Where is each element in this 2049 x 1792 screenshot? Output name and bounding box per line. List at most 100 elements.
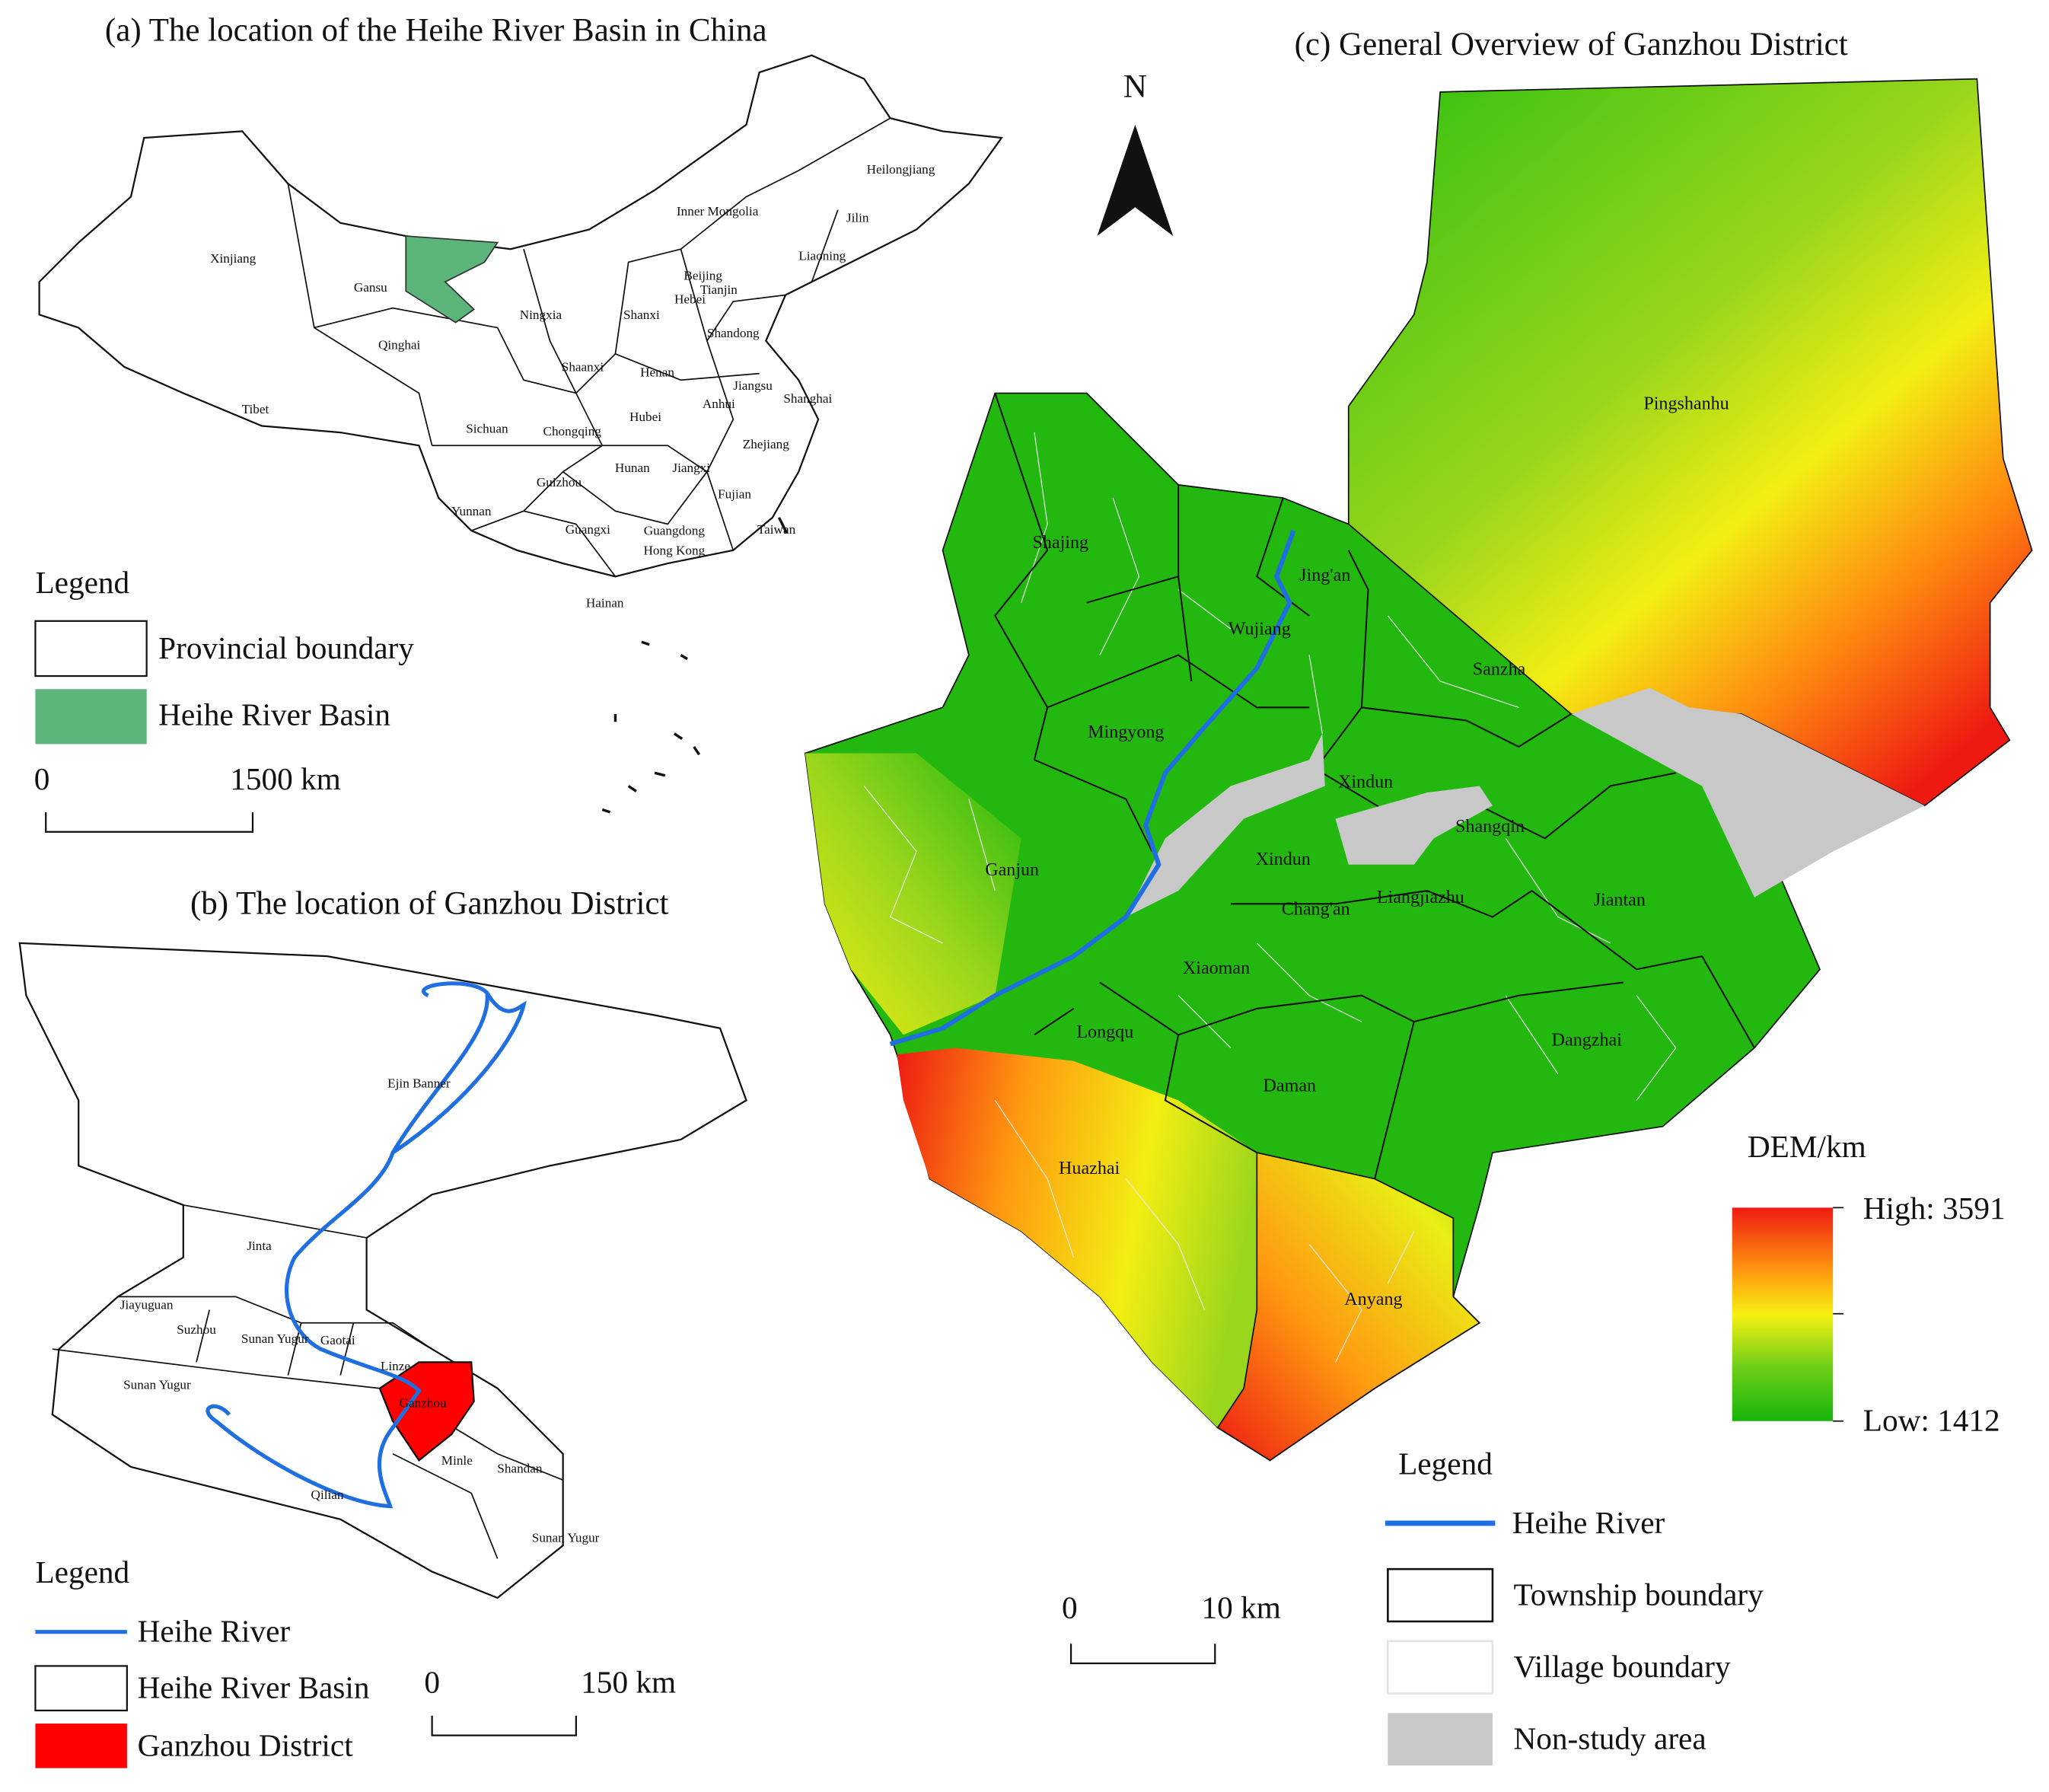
province-label: Henan	[640, 365, 674, 380]
township-label: Xindun	[1256, 850, 1311, 869]
panel-title: (c) General Overview of Ganzhou District	[1295, 27, 1848, 62]
township-label: Huazhai	[1059, 1159, 1120, 1178]
township-boundaries	[994, 393, 1755, 1179]
heihe-basin-area	[405, 235, 499, 324]
township-label: Jiantan	[1594, 890, 1646, 910]
legend-a	[34, 620, 254, 833]
county-label: Ganzhou	[400, 1395, 447, 1410]
township-label: Ganjun	[985, 860, 1039, 880]
ganzhou-district	[378, 1361, 475, 1462]
county-label: Shandan	[497, 1461, 543, 1475]
legend-c	[1069, 1520, 1496, 1766]
province-label: Anhui	[703, 397, 735, 411]
province-label: Hong Kong	[644, 544, 706, 558]
township-label: Jing'an	[1299, 566, 1350, 585]
province-label: Gansu	[354, 280, 387, 295]
township-label: Dangzhai	[1552, 1030, 1623, 1050]
province-label: Ningxia	[520, 308, 562, 322]
province-label: Guangxi	[566, 522, 610, 537]
scale-label: 0	[1062, 1590, 1078, 1625]
township-label: Sanzha	[1473, 660, 1526, 680]
county-label: Ejin Banner	[387, 1076, 451, 1091]
non-study-area	[1126, 733, 1325, 917]
township-label: Xiaoman	[1183, 958, 1250, 978]
dem-ticks	[1833, 1207, 1843, 1422]
legend-title: Legend	[35, 1554, 129, 1590]
islands	[601, 517, 789, 814]
province-label: Jilin	[846, 211, 869, 225]
county-label: Gaotai	[320, 1333, 355, 1347]
legend-label: Heihe River	[1512, 1505, 1665, 1540]
legend-label: Village boundary	[1513, 1649, 1731, 1684]
province-label: Hainan	[586, 595, 624, 610]
province-label: Shaanxi	[562, 360, 604, 375]
ganjun-dem	[805, 753, 1021, 1035]
heihe-river	[889, 530, 1296, 1047]
china-map	[38, 54, 1003, 814]
province-label: Fujian	[718, 487, 751, 502]
legend-label: Ganzhou District	[138, 1727, 354, 1762]
province-label: Sichuan	[466, 422, 508, 436]
village-boundaries	[863, 432, 1677, 1363]
anyang-dem	[1216, 1152, 1481, 1462]
county-label: Linze	[381, 1359, 410, 1373]
legend-swatch	[35, 1723, 127, 1768]
non-study-area	[1335, 786, 1493, 865]
legend-label: Heihe River Basin	[158, 697, 390, 732]
province-label: Qinghai	[378, 337, 421, 352]
township-label: Xindun	[1338, 773, 1393, 792]
county-label: Qilian	[311, 1487, 344, 1502]
north-label: N	[1123, 69, 1147, 104]
legend-label: Township boundary	[1513, 1577, 1764, 1612]
province-label: Shandong	[707, 326, 760, 340]
province-label: Yunnan	[451, 504, 492, 518]
legend-swatch	[1387, 1567, 1494, 1623]
scale-bar	[431, 1715, 577, 1736]
province-label: Heilongjiang	[867, 162, 935, 177]
dem-legend-low: Low: 1412	[1863, 1403, 2000, 1438]
legend-title: Legend	[1398, 1446, 1493, 1481]
scale-bar	[1069, 1644, 1216, 1665]
north-arrow	[1097, 124, 1174, 237]
township-label: Wujiang	[1228, 619, 1291, 639]
basin-outline	[18, 942, 747, 1599]
non-study-area	[1571, 687, 1925, 898]
legend-swatch	[34, 620, 148, 678]
province-label: Hebei	[674, 292, 706, 306]
township-label: Pingshanhu	[1643, 394, 1729, 413]
province-label: Inner Mongolia	[677, 204, 759, 218]
county-label: Sunan Yugur	[123, 1377, 191, 1392]
dem-legend-high: High: 3591	[1863, 1191, 2006, 1226]
province-label: Guizhou	[537, 475, 582, 489]
county-label: Sunan Yugur	[532, 1531, 600, 1545]
township-label: Longqu	[1076, 1022, 1133, 1042]
labels: Xinjiang Gansu Inner Mongolia Heilongjiang J…	[34, 12, 2006, 1762]
province-label: Taiwan	[757, 522, 796, 537]
province-label: Hunan	[615, 461, 650, 475]
legend-swatch	[1388, 1713, 1493, 1766]
legend-b	[34, 1630, 577, 1768]
province-label: Jiangxi	[672, 461, 710, 475]
county-boundaries	[52, 1204, 563, 1559]
heihe-river	[206, 981, 527, 1509]
dem-legend-title: DEM/km	[1748, 1129, 1866, 1164]
huazhai-dem	[897, 1047, 1270, 1428]
province-label: Shanghai	[783, 391, 832, 406]
province-label: Liaoning	[798, 249, 846, 263]
county-label: Suzhou	[177, 1322, 216, 1337]
township-label: Chang'an	[1282, 899, 1350, 919]
scale-label: 10 km	[1202, 1590, 1281, 1625]
county-label: Jinta	[247, 1239, 272, 1253]
scale-label: 0	[34, 761, 50, 796]
scale-bar	[45, 812, 254, 833]
province-boundaries	[287, 117, 891, 577]
province-label: Shanxi	[623, 308, 660, 322]
scale-label: 0	[424, 1665, 440, 1700]
legend-swatch	[34, 1665, 128, 1712]
province-label: Beijing	[684, 268, 722, 282]
legend-label: Heihe River	[138, 1614, 291, 1649]
legend-swatch	[35, 689, 147, 745]
legend-title: Legend	[35, 565, 129, 600]
